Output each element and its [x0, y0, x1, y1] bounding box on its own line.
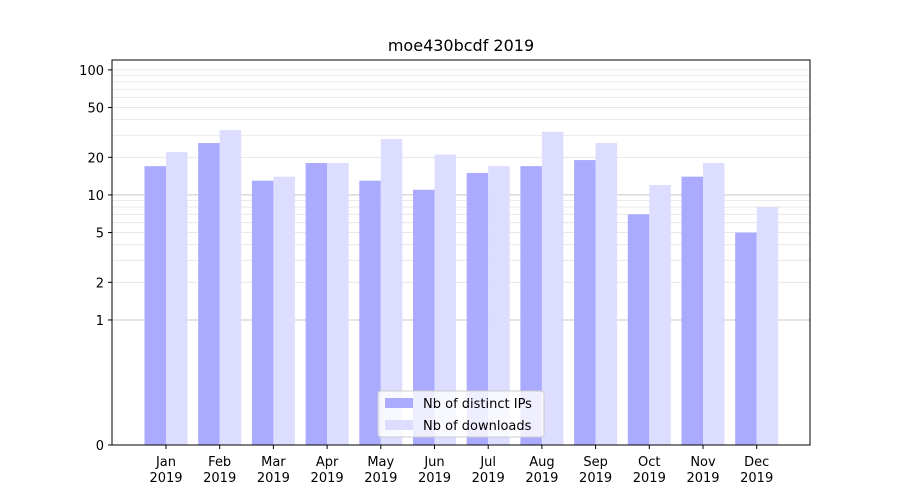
bar-downloads-jan: [166, 152, 188, 445]
x-tick-label-month: Mar: [261, 455, 286, 470]
bar-distinct-ips-dec: [735, 232, 757, 445]
bar-downloads-oct: [649, 185, 671, 445]
bar-downloads-mar: [273, 176, 295, 445]
x-tick-label-month: Jan: [155, 455, 176, 470]
x-axis: Jan2019Feb2019Mar2019Apr2019May2019Jun20…: [149, 445, 773, 486]
bar-distinct-ips-oct: [627, 214, 650, 445]
x-tick-label-month: Jul: [479, 455, 496, 470]
y-tick-label: 100: [79, 64, 104, 79]
bar-distinct-ips-apr: [305, 163, 328, 445]
bar-downloads-apr: [327, 163, 349, 445]
x-tick-label-month: Dec: [744, 455, 769, 470]
bar-downloads-jul: [488, 166, 510, 445]
legend-label-ips: Nb of distinct IPs: [423, 397, 532, 412]
x-tick-label-month: Nov: [690, 455, 716, 470]
bar-distinct-ips-aug: [520, 166, 542, 445]
legend-label-downloads: Nb of downloads: [423, 419, 532, 434]
bar-downloads-may: [380, 139, 403, 445]
x-tick-label-year: 2019: [203, 471, 236, 486]
bar-distinct-ips-may: [359, 180, 381, 445]
x-tick-label-year: 2019: [418, 471, 451, 486]
bar-distinct-ips-mar: [251, 180, 274, 445]
legend-swatch-downloads: [385, 420, 413, 430]
x-tick-label-year: 2019: [472, 471, 505, 486]
x-tick-label-month: Oct: [638, 455, 660, 470]
bar-distinct-ips-jul: [466, 172, 489, 445]
y-tick-label: 50: [87, 102, 104, 117]
bar-distinct-ips-feb: [198, 143, 220, 445]
x-tick-label-year: 2019: [257, 471, 290, 486]
y-tick-label: 10: [87, 189, 104, 204]
bar-downloads-dec: [756, 207, 779, 445]
bar-distinct-ips-jan: [144, 166, 166, 445]
x-tick-label-month: Feb: [208, 455, 231, 470]
y-tick-label: 0: [96, 439, 104, 454]
bar-distinct-ips-nov: [681, 176, 703, 445]
chart-title: moe430bcdf 2019: [388, 36, 534, 55]
legend-swatch-ips: [385, 398, 413, 408]
x-tick-label-year: 2019: [149, 471, 182, 486]
legend: Nb of distinct IPs Nb of downloads: [377, 390, 545, 438]
bar-distinct-ips-jun: [413, 189, 435, 445]
x-tick-label-year: 2019: [740, 471, 773, 486]
x-tick-label-year: 2019: [686, 471, 719, 486]
y-tick-label: 2: [96, 276, 104, 291]
x-tick-label-month: Jun: [423, 455, 444, 470]
y-tick-label: 5: [96, 227, 104, 242]
x-tick-label-month: Apr: [316, 455, 339, 470]
x-tick-label-month: May: [367, 455, 394, 470]
y-axis: 0 1 2 5 10 20 50 100: [79, 64, 112, 454]
y-tick-label: 20: [87, 151, 104, 166]
x-tick-label-year: 2019: [311, 471, 344, 486]
plot-frame: [111, 59, 811, 446]
x-tick-label-year: 2019: [364, 471, 397, 486]
x-tick-label-month: Sep: [583, 455, 608, 470]
legend-box: [377, 390, 545, 438]
bar-downloads-nov: [703, 163, 725, 445]
x-tick-label-year: 2019: [525, 471, 558, 486]
bar-downloads-aug: [541, 131, 564, 445]
x-tick-label-year: 2019: [633, 471, 666, 486]
bar-downloads-sep: [595, 143, 618, 445]
bar-downloads-feb: [219, 130, 242, 445]
x-tick-label-month: Aug: [529, 455, 554, 470]
bar-downloads-jun: [434, 154, 456, 446]
x-tick-label-year: 2019: [579, 471, 612, 486]
y-tick-label: 1: [96, 314, 104, 329]
bars: [144, 130, 779, 446]
bar-distinct-ips-sep: [574, 160, 596, 445]
